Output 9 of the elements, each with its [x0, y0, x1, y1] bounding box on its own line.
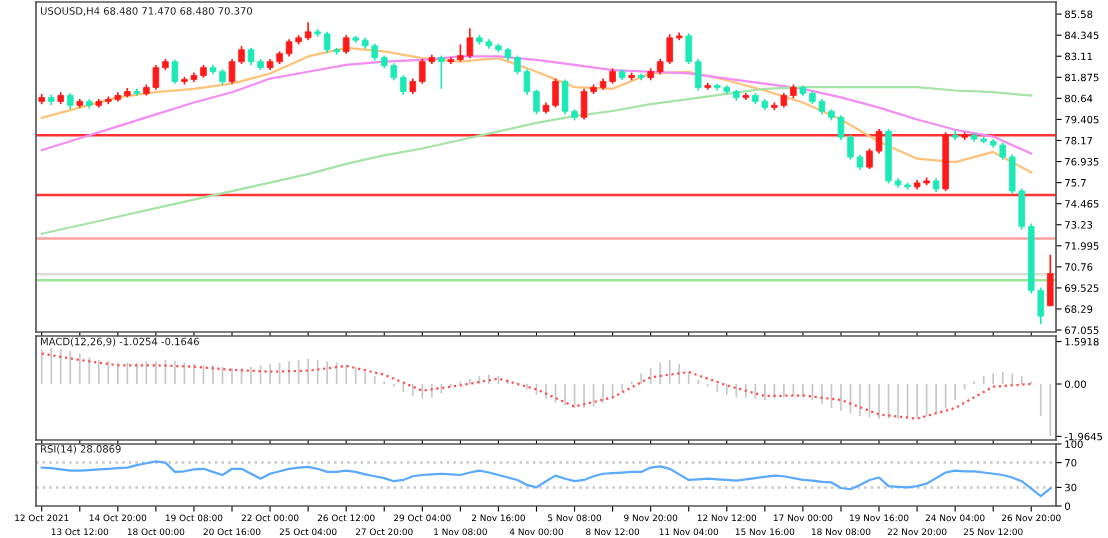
line-series	[40, 352, 1033, 420]
candlestick	[342, 34, 350, 55]
line-series	[40, 46, 1033, 174]
candlestick	[171, 58, 179, 85]
line-series	[40, 85, 1033, 235]
line-series	[40, 460, 1052, 498]
candlestick	[1047, 253, 1054, 307]
candlestick	[438, 54, 445, 90]
line-series	[40, 55, 1033, 155]
